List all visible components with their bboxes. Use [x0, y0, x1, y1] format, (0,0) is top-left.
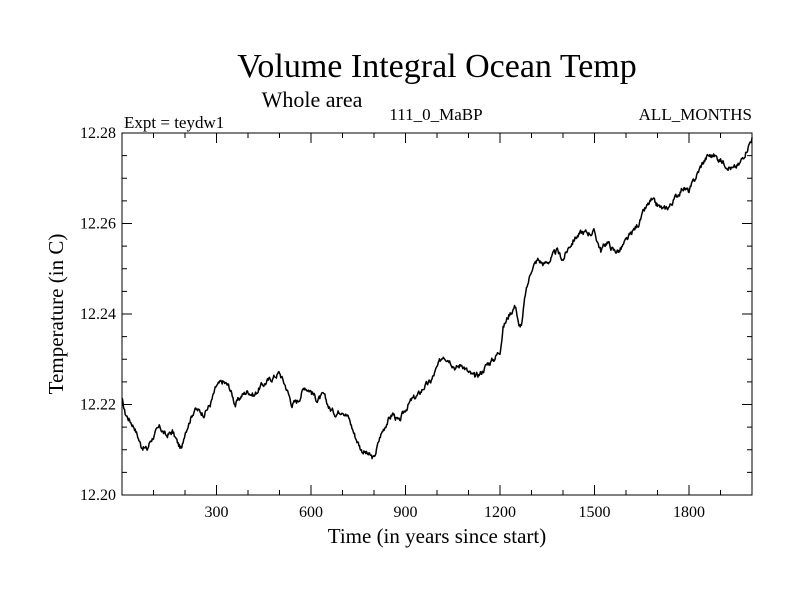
x-tick-label: 600 — [299, 504, 323, 521]
y-tick-label: 12.24 — [80, 306, 116, 323]
axis-tick-labels: 300 600 900 1200 1500 1800 12.20 12.22 12.24 12.2… — [80, 125, 705, 521]
axis-ticks — [122, 133, 752, 495]
y-tick-label: 12.28 — [80, 125, 116, 142]
x-axis-label: Time (in years since start) — [328, 524, 547, 548]
x-tick-label: 1200 — [484, 504, 516, 521]
y-tick-label: 12.26 — [80, 216, 116, 233]
plot-frame — [121, 132, 753, 496]
y-tick-label: 12.20 — [80, 487, 116, 504]
x-tick-label: 900 — [394, 504, 418, 521]
x-tick-label: 1500 — [579, 504, 611, 521]
x-tick-label: 300 — [205, 504, 229, 521]
period-label: 111_0_MaBP — [389, 105, 482, 124]
x-tick-label: 1800 — [673, 504, 705, 521]
chart-subtitle: Whole area — [262, 87, 363, 112]
y-tick-label: 12.22 — [80, 397, 116, 414]
chart-title: Volume Integral Ocean Temp — [237, 48, 637, 85]
experiment-label: Expt = teydw1 — [124, 113, 224, 132]
y-axis-label: Temperature (in C) — [44, 234, 68, 395]
series-line — [121, 137, 753, 460]
months-label: ALL_MONTHS — [639, 105, 752, 124]
